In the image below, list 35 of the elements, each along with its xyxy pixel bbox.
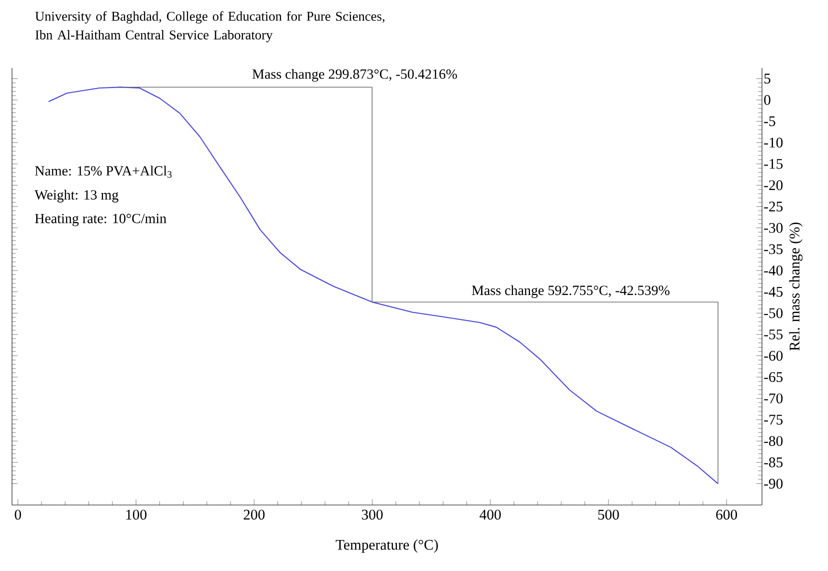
y-tick-label: -45 <box>764 286 783 297</box>
y-tick-label: -30 <box>764 222 783 233</box>
annotation: Weight: 13 mg <box>34 190 118 202</box>
x-tick-label: 300 <box>362 510 383 520</box>
x-tick-label: 100 <box>126 510 146 520</box>
y-tick-label: -55 <box>764 330 783 340</box>
y-tick-label: -35 <box>764 244 783 254</box>
y-tick-label: -70 <box>764 393 783 404</box>
chart-title: University of Baghdad, College of Education for Pure Sciences, Ibn Al-Haitham Central Service Laboratory <box>35 11 384 42</box>
annotation: Heating rate: 10°C/min <box>35 214 166 226</box>
annotation: Mass change 592.755°C, -42.539% <box>472 285 670 298</box>
y-tick-label: 5 <box>764 74 770 84</box>
y-tick-label: -40 <box>764 266 783 276</box>
y-tick-label: -20 <box>764 180 783 190</box>
x-tick-label: 400 <box>480 510 501 520</box>
x-tick-label: 200 <box>244 510 265 520</box>
y-tick-label: -85 <box>764 457 783 468</box>
y-tick-label: -10 <box>764 138 783 148</box>
x-tick-label: 0 <box>14 510 22 520</box>
y-tick-label: -65 <box>764 372 783 382</box>
y-tick-label: -60 <box>764 350 783 361</box>
x-tick-label: 600 <box>716 510 738 520</box>
annotation: Name: 15% PVA+AlCl$_{3}$ <box>35 166 172 178</box>
y-tick-label: -5 <box>764 116 776 126</box>
x-tick-label: 500 <box>598 510 619 520</box>
y-tick-label: 0 <box>764 95 770 105</box>
annotation: Mass change 299.873°C, -50.4216% <box>252 68 457 82</box>
y-tick-label: -50 <box>764 308 783 318</box>
y-axis-title: Rel. mass change (%) <box>789 222 803 351</box>
y-tick-label: -15 <box>764 158 783 169</box>
y-tick-label: -80 <box>764 436 783 446</box>
y-tick-label: -90 <box>764 478 783 489</box>
y-tick-label: -25 <box>764 202 783 212</box>
x-axis-title: Temperature (°C) <box>336 539 438 553</box>
y-tick-label: -75 <box>764 414 783 425</box>
